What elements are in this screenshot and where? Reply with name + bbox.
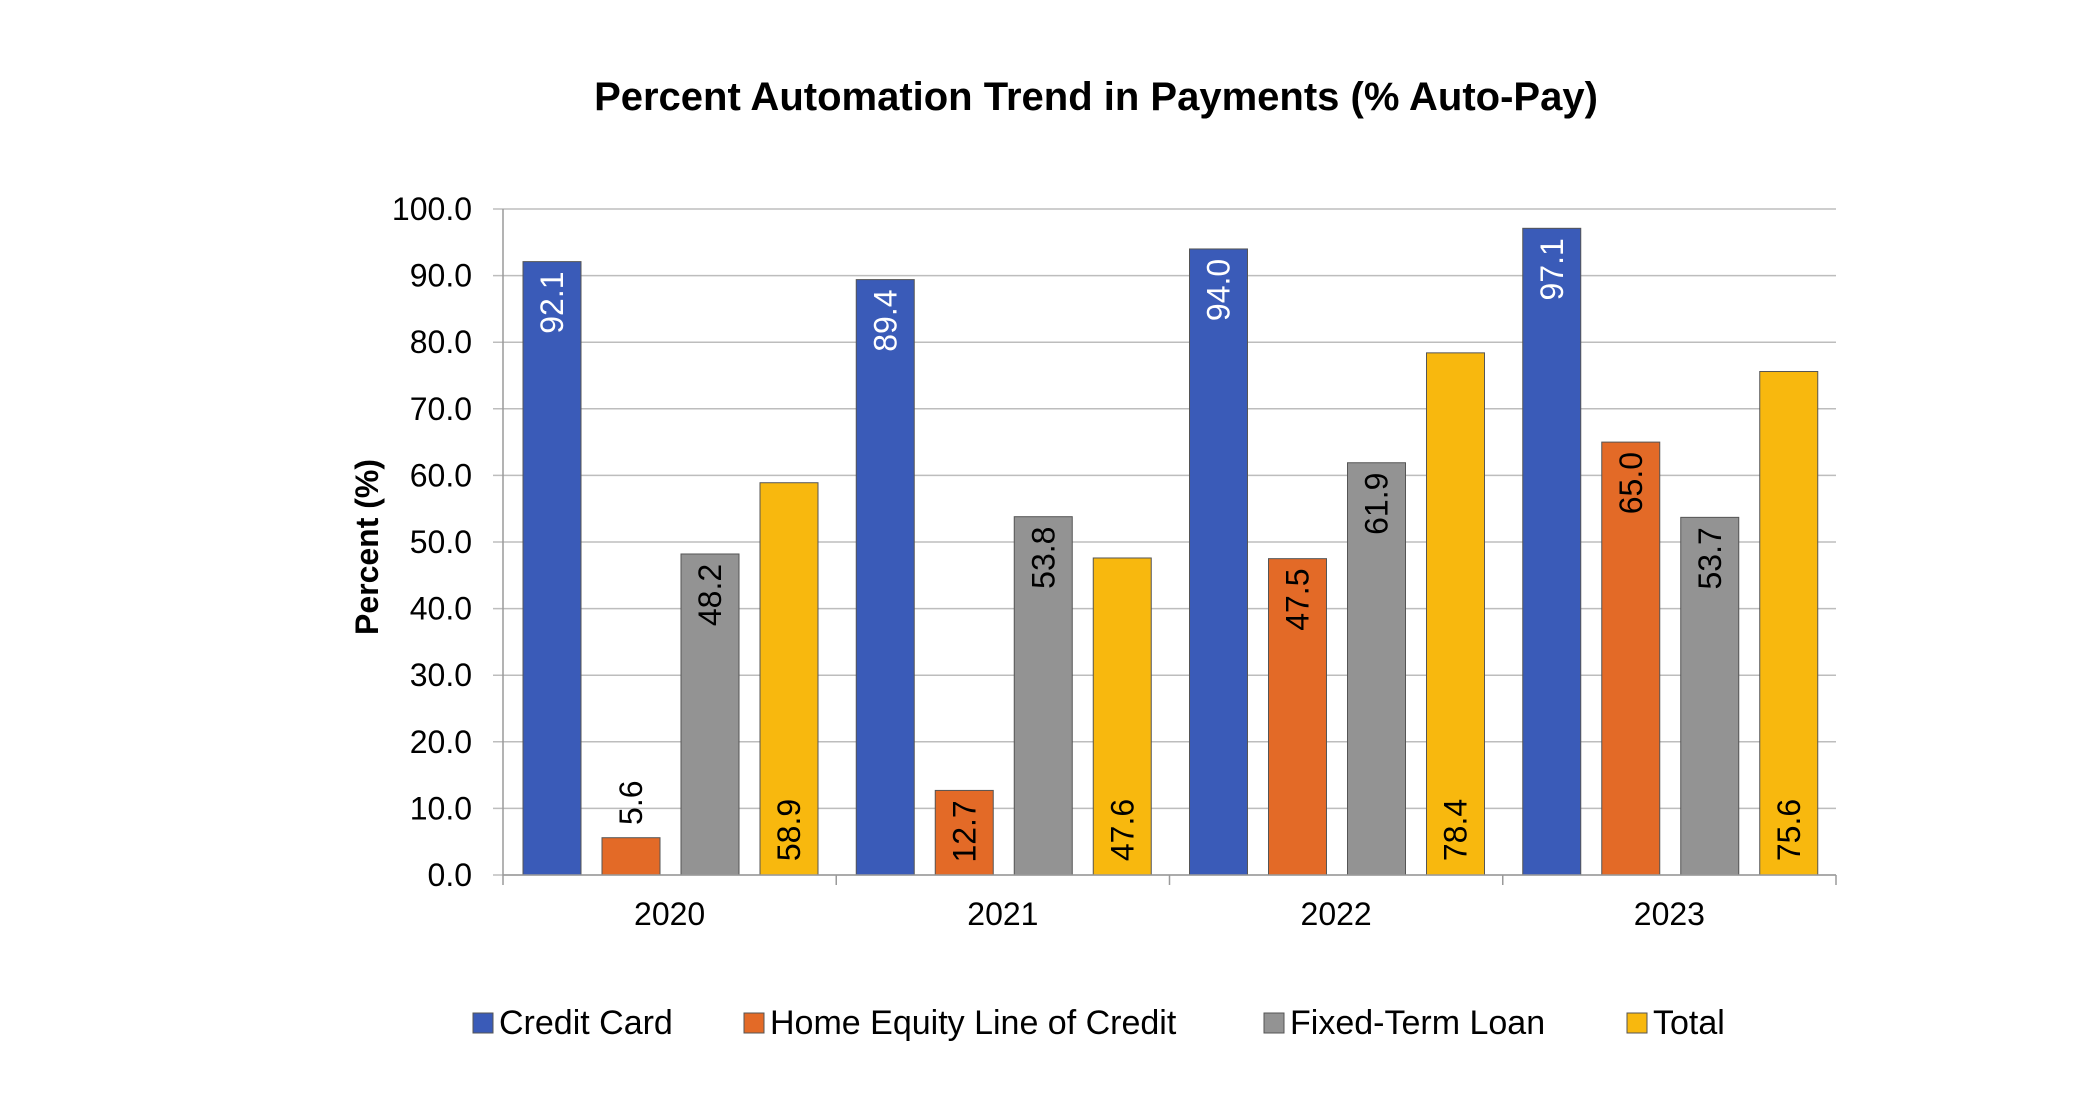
bar [1680,516,1740,876]
bar [1268,558,1327,876]
y-tick-label: 90.0 [410,258,472,294]
x-tick-label: 2023 [1634,896,1705,932]
legend: Credit Card Home Equity Line of Credit Fix… [472,1004,1725,1042]
bar [1759,371,1819,876]
x-tick-label: 2021 [967,896,1038,932]
data-label: 89.4 [867,289,903,351]
bar [1522,227,1582,876]
chart-title: Percent Automation Trend in Payments (% … [594,75,1598,119]
y-tick-label: 30.0 [410,657,472,693]
data-label: 75.6 [1771,799,1807,861]
legend-swatch [1626,1012,1648,1034]
data-label: 78.4 [1438,799,1474,861]
y-tick-label: 100.0 [392,191,472,227]
data-label: 47.6 [1104,799,1140,861]
bar [522,261,582,876]
y-tick-label: 60.0 [410,457,472,493]
bar [1426,352,1485,876]
data-labels: 92.1 5.6 48.2 58.9 89.4 12.7 53.8 47.6 94.0 47.5 6… [534,238,1807,862]
bar [1013,516,1073,876]
bar [1347,462,1406,876]
bar [934,789,994,876]
data-label: 61.9 [1359,473,1395,535]
data-label: 53.8 [1025,527,1061,589]
axes [502,209,1837,885]
data-label: 92.1 [534,271,570,333]
y-axis-ticks: 0.0 10.0 20.0 30.0 40.0 50.0 60.0 70.0 80.0 90.0 1… [392,191,472,893]
legend-label: Fixed-Term Loan [1290,1004,1545,1042]
data-label: 53.7 [1692,527,1728,589]
bar [1092,557,1152,876]
x-axis-ticks: 2020 2021 2022 2023 [634,896,1705,932]
legend-swatch [472,1012,494,1034]
bar [1601,441,1661,876]
bar [680,553,740,876]
data-label: 94.0 [1201,259,1237,321]
y-tick-label: 0.0 [428,857,472,893]
y-tick-label: 40.0 [410,591,472,627]
data-label: 47.5 [1280,569,1316,631]
data-label: 12.7 [946,800,982,862]
bar [759,482,819,876]
x-tick-label: 2022 [1301,896,1372,932]
y-axis-label: Percent (%) [349,459,385,635]
bar [1189,248,1248,876]
y-tick-label: 50.0 [410,524,472,560]
legend-swatch [1263,1012,1285,1034]
y-tick-label: 70.0 [410,391,472,427]
data-label: 48.2 [692,564,728,626]
data-label: 65.0 [1613,452,1649,514]
legend-label: Credit Card [499,1004,673,1042]
bars [522,227,1819,876]
legend-label: Home Equity Line of Credit [770,1004,1177,1042]
data-label: 5.6 [613,780,649,824]
bar [855,279,915,876]
y-tick-label: 10.0 [410,790,472,826]
y-tick-label: 20.0 [410,724,472,760]
y-tick-label: 80.0 [410,324,472,360]
data-label: 97.1 [1534,238,1570,300]
legend-swatch [743,1012,765,1034]
bar [601,837,661,876]
data-label: 58.9 [771,799,807,861]
x-tick-label: 2020 [634,896,705,932]
legend-label: Total [1653,1004,1725,1042]
